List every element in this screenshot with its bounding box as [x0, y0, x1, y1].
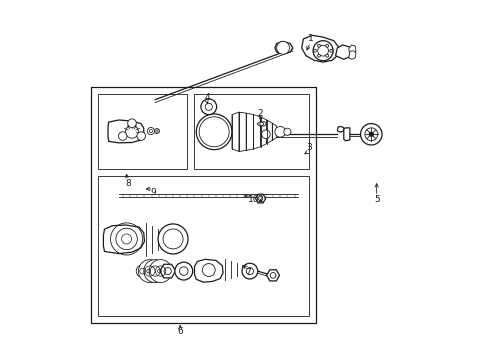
Text: 4: 4 [204, 93, 209, 102]
Polygon shape [348, 51, 355, 59]
Circle shape [196, 114, 231, 150]
Circle shape [274, 126, 285, 137]
Polygon shape [258, 128, 274, 140]
Polygon shape [260, 117, 266, 147]
Circle shape [283, 128, 290, 135]
Circle shape [175, 262, 192, 280]
Polygon shape [253, 114, 260, 149]
Polygon shape [257, 122, 266, 126]
Circle shape [261, 130, 270, 139]
Polygon shape [239, 112, 246, 152]
Text: 9: 9 [150, 188, 156, 197]
Text: 1: 1 [307, 35, 313, 44]
Text: 10: 10 [247, 195, 259, 204]
Circle shape [201, 99, 216, 114]
Circle shape [329, 49, 332, 52]
Polygon shape [160, 264, 175, 278]
Text: 7: 7 [244, 268, 250, 277]
Circle shape [147, 127, 154, 135]
Polygon shape [343, 128, 349, 141]
Text: 8: 8 [125, 179, 131, 188]
Circle shape [368, 132, 373, 136]
Circle shape [144, 267, 153, 275]
Polygon shape [266, 270, 279, 281]
Polygon shape [103, 225, 144, 253]
Circle shape [317, 54, 320, 57]
Circle shape [317, 44, 320, 47]
Polygon shape [301, 35, 339, 62]
Circle shape [136, 265, 149, 278]
Polygon shape [337, 126, 343, 132]
Circle shape [151, 268, 157, 274]
Text: 3: 3 [305, 143, 311, 152]
Polygon shape [335, 45, 351, 59]
Circle shape [116, 228, 137, 249]
Text: 6: 6 [177, 327, 183, 336]
Circle shape [313, 49, 316, 52]
Polygon shape [266, 120, 272, 144]
Polygon shape [274, 41, 292, 54]
Polygon shape [108, 120, 143, 143]
Circle shape [276, 41, 289, 54]
Polygon shape [231, 112, 239, 152]
Polygon shape [348, 45, 355, 56]
Circle shape [127, 119, 136, 127]
Circle shape [137, 132, 145, 140]
Polygon shape [194, 259, 223, 282]
Circle shape [125, 125, 138, 138]
Circle shape [242, 263, 257, 279]
Circle shape [360, 123, 381, 145]
Circle shape [149, 260, 172, 283]
Circle shape [199, 117, 229, 147]
Circle shape [118, 132, 127, 140]
Circle shape [325, 44, 328, 47]
Circle shape [155, 267, 163, 275]
Circle shape [325, 54, 328, 57]
Circle shape [154, 129, 159, 134]
Text: 2: 2 [257, 195, 263, 204]
Text: 2: 2 [257, 109, 263, 118]
Polygon shape [255, 194, 265, 203]
Polygon shape [246, 113, 253, 150]
Polygon shape [272, 123, 276, 140]
Circle shape [312, 41, 332, 61]
Text: 5: 5 [373, 195, 379, 204]
Circle shape [143, 260, 166, 283]
Circle shape [138, 260, 161, 283]
Circle shape [158, 224, 188, 254]
